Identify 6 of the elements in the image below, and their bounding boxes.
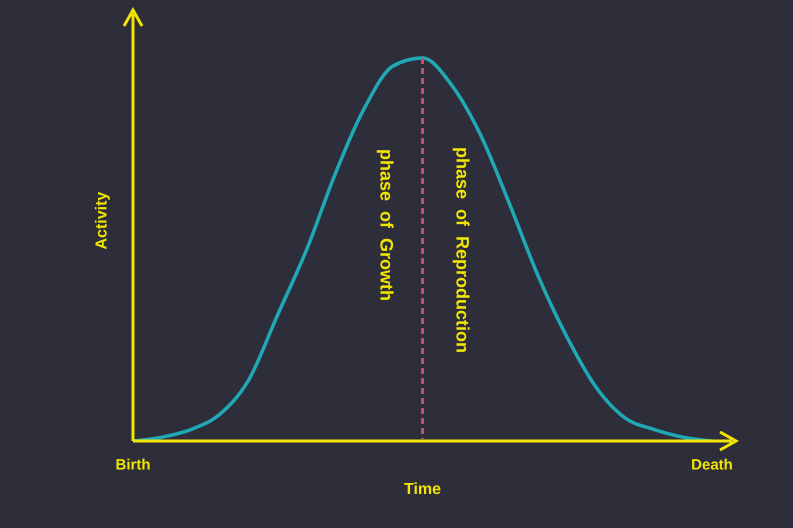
- x-axis-title: Time: [404, 481, 442, 498]
- annotation: phase of Growth: [376, 148, 396, 302]
- x-tick-label: Birth: [116, 456, 150, 474]
- x-tick-label: Death: [691, 456, 733, 474]
- y-axis-title: Activity: [94, 192, 111, 250]
- annotation: phase of Reproduction: [452, 146, 472, 354]
